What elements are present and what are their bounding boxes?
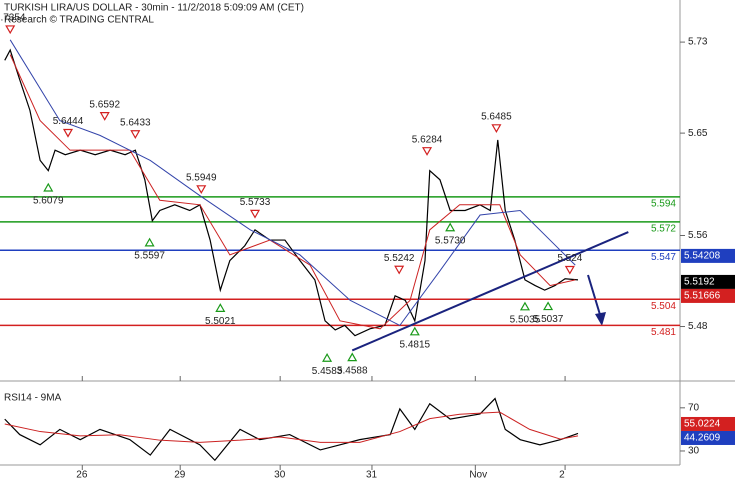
annotation-label: 5.6079 [33,196,64,207]
annotation-label: 5.4588 [337,365,368,376]
peak-marker [196,185,207,195]
x-tick-label: 26 [76,470,88,480]
chart-title: TURKISH LIRA/US DOLLAR - 30min - 11/2/20… [4,3,304,14]
value-box-label: 5.5192 [684,277,715,288]
peak-marker [130,130,141,139]
annotation-label: 5.5949 [186,172,217,183]
x-tick-label: 29 [174,470,186,480]
trough-marker [43,182,54,192]
trough-marker [445,222,456,232]
y-tick-label: 5.65 [688,128,708,139]
value-box [681,248,735,263]
annotation-label: 5.5021 [205,316,236,327]
x-tick-label: 2 [559,470,565,480]
peak-marker [249,209,261,219]
annotation-label: 5.6284 [412,134,443,145]
peak-marker [422,147,433,156]
chart-subtitle: Research © TRADING CENTRAL [4,15,154,26]
value-box-label: 5.54208 [684,251,721,262]
trough-marker [409,326,420,336]
annotation-label: 5.4815 [400,339,431,350]
annotation-label: 5.7354 [0,13,26,24]
x-tick-label: 30 [274,470,286,480]
value-box-label: 44.2609 [684,433,721,444]
trough-marker [144,237,155,247]
level-label: 5.572 [651,223,676,234]
y-tick-label: 5.48 [688,321,708,332]
x-tick-label: Nov [469,470,487,480]
level-label: 5.594 [651,198,676,209]
peak-marker [62,128,74,138]
peak-marker [394,265,405,275]
trough-marker [215,303,226,312]
series-line [4,397,579,462]
trough-marker [543,301,554,311]
annotation-label: 5.5035 [510,314,541,325]
annotation-label: 5.6433 [120,117,151,128]
x-tick-label: 31 [366,470,378,480]
trend-line [351,231,629,352]
y-tick-label: 5.73 [688,37,708,48]
series-line [4,411,579,443]
trough-marker [322,353,333,362]
annotation-label: 5.6485 [481,111,512,122]
y-tick-label: 5.56 [688,230,708,241]
annotation-label: 5.5597 [134,250,165,261]
peak-marker [99,112,110,121]
peak-marker [5,25,16,35]
annotation-label: 5.5730 [435,235,466,246]
annotation-label: 5.6444 [53,116,84,127]
level-label: 5.504 [651,301,676,312]
annotation-label: 5.5037 [533,314,564,325]
value-box [681,416,735,431]
arrow-head [595,312,606,326]
annotation-label: 5.5733 [240,197,271,208]
level-label: 5.481 [651,327,676,338]
panel-title: RSI14 - 9MA [4,393,62,404]
level-label: 5.547 [651,252,676,263]
annotation-label: 5.6592 [89,99,120,110]
annotation-label: 5.5242 [384,253,415,264]
y-tick-label: 70 [688,402,700,413]
value-box [681,430,735,445]
value-box [681,288,735,303]
value-box-label: 55.0224 [684,419,721,430]
annotation-label: 5.4583 [312,366,343,377]
peak-marker [491,124,502,134]
annotation-label: 5.524 [557,253,582,264]
trough-marker [347,352,358,362]
value-box-label: 5.51666 [684,291,721,302]
y-tick-label: 30 [688,446,700,457]
value-box [681,274,735,289]
series-line [9,39,576,327]
trough-marker [519,301,530,311]
series-line [9,54,576,330]
peak-marker [564,265,575,275]
arrow [587,274,602,319]
series-line [4,48,579,337]
